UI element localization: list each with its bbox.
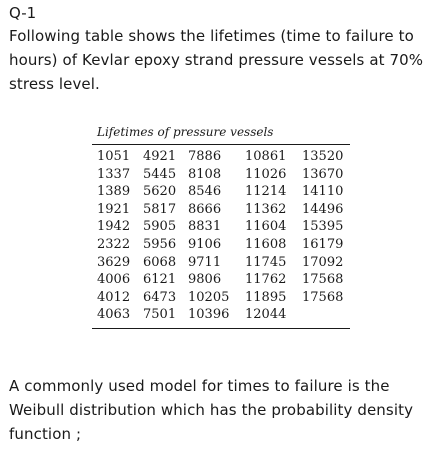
table-row: 1942 5905 8831 11604 15395 [97, 218, 346, 236]
table-cell: 11362 [245, 201, 287, 217]
table-row: 1337 5445 8108 11026 13670 [97, 166, 346, 184]
table-cell: 5817 [143, 201, 177, 217]
table-cell: 8831 [188, 219, 222, 235]
table-cell: 4012 [97, 289, 131, 305]
table-cell: 11604 [245, 219, 287, 235]
weibull-intro-text: A commonly used model for times to failu… [9, 377, 414, 443]
lifetimes-table-block: Lifetimes of pressure vessels 1051 4921 78… [92, 124, 350, 329]
table-cell: 9106 [188, 236, 222, 252]
table-cell: 17568 [302, 272, 344, 288]
table-caption: Lifetimes of pressure vessels [97, 125, 274, 139]
table-cell: 16179 [302, 236, 344, 252]
table-cell: 6068 [143, 254, 177, 270]
table-cell: 11745 [245, 254, 287, 270]
lifetimes-table-body: 1051 4921 7886 10861 13520 1337 5445 8108 11026 1… [97, 148, 346, 324]
table-cell: 1337 [97, 166, 131, 182]
table-cell: 7501 [143, 307, 177, 323]
table-cell: 11214 [245, 184, 287, 200]
table-cell: 11608 [245, 236, 287, 252]
table-top-rule [92, 144, 350, 145]
table-cell: 1942 [97, 219, 131, 235]
table-row: 1051 4921 7886 10861 13520 [97, 148, 346, 166]
lifetimes-table: 1051 4921 7886 10861 13520 1337 5445 8108 11026 1… [97, 148, 346, 324]
table-row: 4012 6473 10205 11895 17568 [97, 289, 346, 307]
table-cell: 17568 [302, 289, 344, 305]
table-row: 4063 7501 10396 12044 [97, 306, 346, 324]
table-cell: 9806 [188, 272, 222, 288]
table-row: 2322 5956 9106 11608 16179 [97, 236, 346, 254]
table-cell: 5445 [143, 166, 177, 182]
table-cell: 2322 [97, 236, 131, 252]
table-cell: 1389 [97, 184, 131, 200]
table-cell: 14496 [302, 201, 344, 217]
table-row: 1389 5620 8546 11214 14110 [97, 183, 346, 201]
table-cell: 3629 [97, 254, 131, 270]
table-cell: 1051 [97, 149, 131, 164]
table-cell [302, 306, 346, 324]
table-cell: 6121 [143, 272, 177, 288]
table-cell: 10396 [188, 307, 230, 323]
table-cell: 4921 [143, 149, 177, 164]
table-cell: 10205 [188, 289, 230, 305]
table-cell: 15395 [302, 219, 344, 235]
question-intro-text: Following table shows the lifetimes (tim… [9, 27, 424, 93]
table-cell: 1921 [97, 201, 131, 217]
table-bottom-rule [92, 327, 350, 329]
table-cell: 11895 [245, 289, 287, 305]
question-label: Q-1 [9, 4, 37, 22]
table-cell: 9711 [188, 254, 222, 270]
table-cell: 5905 [143, 219, 177, 235]
table-row: 4006 6121 9806 11762 17568 [97, 271, 346, 289]
table-row: 1921 5817 8666 11362 14496 [97, 201, 346, 219]
table-cell: 8666 [188, 201, 222, 217]
table-cell: 4063 [97, 307, 131, 323]
table-cell: 6473 [143, 289, 177, 305]
table-cell: 5956 [143, 236, 177, 252]
table-cell: 11026 [245, 166, 287, 182]
table-cell: 5620 [143, 184, 177, 200]
table-cell: 8108 [188, 166, 222, 182]
table-cell: 17092 [302, 254, 344, 270]
table-cell: 13520 [302, 149, 344, 164]
table-cell: 8546 [188, 184, 222, 200]
table-cell: 4006 [97, 272, 131, 288]
table-row: 3629 6068 9711 11745 17092 [97, 254, 346, 272]
table-cell: 14110 [302, 184, 344, 200]
table-cell: 12044 [245, 307, 287, 323]
table-cell: 7886 [188, 149, 222, 164]
table-cell: 10861 [245, 149, 287, 164]
table-cell: 13670 [302, 166, 344, 182]
table-cell: 11762 [245, 272, 287, 288]
